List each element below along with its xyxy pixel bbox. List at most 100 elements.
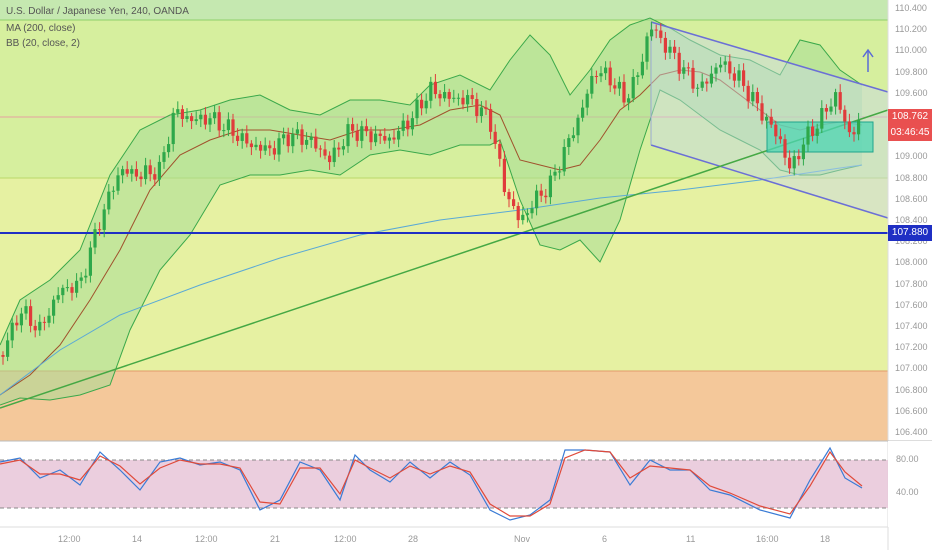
candle-body	[484, 107, 488, 110]
candle-body	[525, 213, 529, 215]
candle-body	[351, 124, 355, 131]
candle-body	[521, 214, 525, 221]
symbol-legend[interactable]: U.S. Dollar / Japanese Yen, 240, OANDA	[6, 6, 189, 17]
candle-body	[765, 116, 769, 121]
candle-body	[190, 116, 194, 122]
candle-body	[226, 119, 230, 131]
candle-body	[663, 37, 667, 53]
candle-body	[231, 119, 235, 136]
candle-body	[282, 134, 286, 139]
candle-body	[682, 67, 686, 74]
time-label: 16:00	[756, 534, 779, 544]
candle-body	[576, 117, 580, 136]
price-label: 110.200	[895, 24, 927, 35]
bollinger-basis	[0, 69, 863, 396]
candle-body	[378, 133, 382, 136]
candle-body	[847, 121, 851, 133]
channel-lower-line	[650, 144, 889, 219]
candle-body	[111, 190, 115, 192]
candle-body	[857, 119, 861, 135]
candle-body	[314, 136, 318, 149]
candle-body	[466, 95, 470, 105]
zone-top	[0, 0, 888, 20]
candle-body	[571, 135, 575, 139]
stoch-axis[interactable]	[888, 441, 932, 527]
candle-body	[171, 112, 175, 145]
time-label: 12:00	[334, 534, 357, 544]
candle-body	[774, 124, 778, 137]
candle-body	[392, 137, 396, 140]
candle-body	[420, 99, 424, 109]
candle-body	[622, 81, 626, 103]
candle-body	[397, 130, 401, 140]
candle-body	[134, 169, 138, 177]
candle-body	[415, 99, 419, 119]
candle-body	[829, 106, 833, 112]
candle-body	[700, 81, 704, 88]
candle-body	[778, 136, 782, 140]
candle-body	[277, 138, 281, 155]
candle-body	[259, 144, 263, 151]
price-label: 107.800	[895, 278, 928, 289]
candle-body	[56, 295, 60, 300]
candle-body	[645, 36, 649, 62]
price-label: 110.400	[895, 3, 927, 13]
candle-body	[792, 156, 796, 169]
candle-body	[249, 143, 253, 148]
candle-body	[686, 67, 690, 69]
candle-body	[125, 169, 129, 174]
candle-body	[714, 67, 718, 74]
candle-body	[567, 138, 571, 148]
channel-upper-line	[650, 21, 889, 93]
candle-body	[167, 144, 171, 153]
candle-body	[581, 107, 585, 118]
candle-body	[801, 144, 805, 160]
candle-body	[585, 93, 589, 108]
candle-body	[489, 109, 493, 132]
candle-body	[811, 126, 815, 136]
price-label: 107.200	[895, 342, 928, 353]
bb-legend[interactable]: BB (20, close, 2)	[6, 38, 80, 49]
candle-body	[719, 64, 723, 68]
candle-body	[337, 147, 341, 150]
candle-body	[75, 280, 79, 293]
candle-body	[705, 81, 709, 84]
candle-body	[341, 146, 345, 150]
candle-body	[130, 169, 134, 174]
candle-body	[479, 107, 483, 117]
candle-body	[834, 92, 838, 107]
candle-body	[240, 133, 244, 141]
candle-body	[364, 126, 368, 132]
current-price-tag: 108.762	[888, 109, 932, 125]
candle-body	[383, 135, 387, 141]
candle-body	[295, 129, 299, 134]
candle-body	[199, 114, 203, 120]
level-line-tag: 107.880	[888, 225, 932, 241]
candle-body	[475, 99, 479, 117]
price-label: 109.000	[895, 151, 928, 162]
candle-body	[19, 313, 23, 326]
candle-body	[52, 299, 56, 316]
up-arrow-icon	[862, 48, 874, 72]
candle-body	[746, 85, 750, 102]
candle-body	[608, 67, 612, 86]
candle-body	[654, 29, 658, 31]
stoch-label-40: 40.00	[896, 487, 919, 497]
time-label: 14	[132, 534, 143, 544]
candle-body	[599, 73, 603, 77]
candle-body	[217, 112, 221, 131]
candle-body	[79, 277, 83, 281]
price-axis[interactable]	[888, 0, 932, 441]
candle-body	[10, 322, 14, 341]
candle-body	[15, 322, 19, 326]
candle-body	[272, 148, 276, 155]
candle-body	[369, 131, 373, 143]
ma-legend[interactable]: MA (200, close)	[6, 23, 76, 34]
candle-body	[820, 108, 824, 129]
price-label: 108.400	[895, 215, 928, 225]
candle-body	[263, 145, 267, 151]
candle-body	[144, 165, 148, 180]
candle-body	[157, 161, 161, 180]
candle-body	[121, 169, 125, 176]
